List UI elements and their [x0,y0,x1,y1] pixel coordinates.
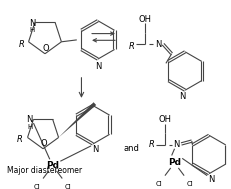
Polygon shape [58,102,96,137]
Text: N: N [154,40,161,49]
Text: N: N [26,115,33,124]
Text: R: R [128,42,134,51]
Text: O: O [40,139,47,148]
Text: N: N [91,145,98,154]
Text: OH: OH [138,15,151,24]
Text: Cl: Cl [186,181,192,187]
Text: N: N [94,62,101,71]
Text: N: N [173,140,179,149]
Text: OH: OH [158,115,171,125]
Text: H: H [29,27,34,33]
Text: O: O [43,44,49,53]
Text: R: R [17,135,23,144]
Text: Cl: Cl [155,181,162,187]
Text: N: N [207,175,213,184]
Text: R: R [148,140,154,149]
Text: Pd: Pd [46,161,59,170]
Text: N: N [178,92,185,101]
Text: H: H [27,124,32,130]
Text: Major diastereomer: Major diastereomer [6,166,81,175]
Text: N: N [29,19,35,28]
Text: Pd: Pd [167,158,180,167]
Text: Cl: Cl [64,184,71,189]
Text: R: R [19,40,25,49]
Text: and: and [123,144,139,153]
Text: Cl: Cl [34,184,40,189]
